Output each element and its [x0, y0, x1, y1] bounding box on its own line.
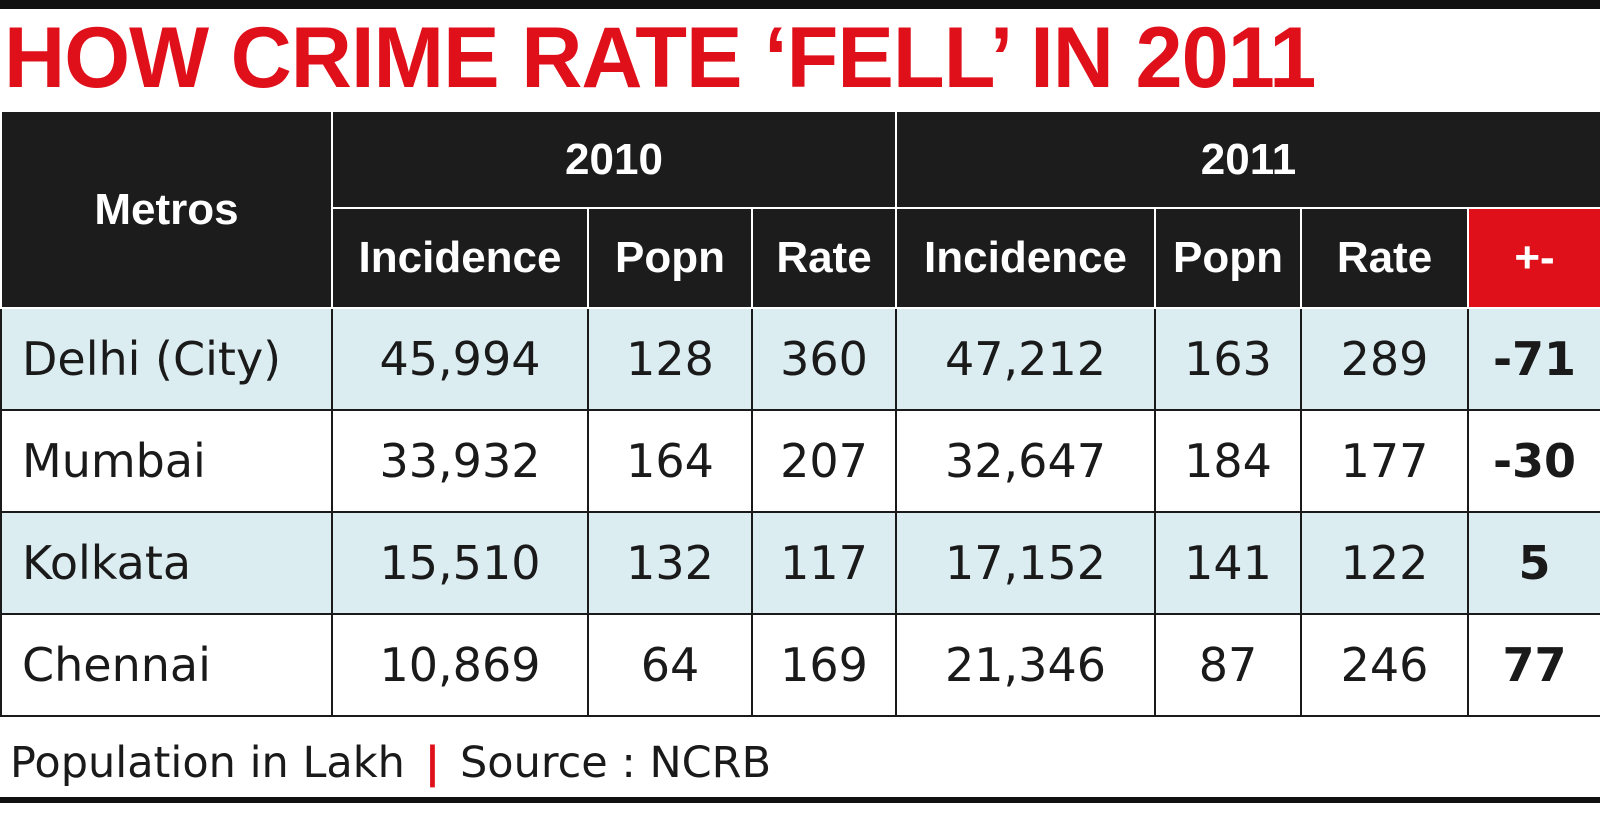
- table-row: Kolkata 15,510 132 117 17,152 141 122 5: [0, 511, 1600, 615]
- rate-2010-cell: 360: [751, 307, 897, 411]
- popn-2010-header: Popn: [587, 207, 753, 309]
- top-rule: [0, 0, 1600, 9]
- crime-rate-table: Metros 2010 2011 Incidence Popn Rate Inc…: [0, 110, 1600, 717]
- rate-2011-cell: 289: [1300, 307, 1469, 411]
- popn-2010-cell: 128: [587, 307, 753, 411]
- metro-cell: Mumbai: [0, 409, 333, 513]
- source-note: Source : NCRB: [459, 738, 772, 788]
- incidence-2010-cell: 33,932: [331, 409, 589, 513]
- popn-2011-header: Popn: [1154, 207, 1302, 309]
- year-header-2010: 2010: [331, 110, 897, 209]
- incidence-2010-cell: 10,869: [331, 613, 589, 717]
- header-row-columns: Incidence Popn Rate Incidence Popn Rate …: [1, 207, 1600, 309]
- rate-2010-cell: 117: [751, 511, 897, 615]
- incidence-2011-cell: 47,212: [895, 307, 1156, 411]
- popn-2010-cell: 64: [587, 613, 753, 717]
- population-unit-note: Population in Lakh: [10, 738, 405, 788]
- crime-rate-table-wrap: Metros 2010 2011 Incidence Popn Rate Inc…: [0, 110, 1600, 717]
- change-header: +-: [1466, 207, 1600, 309]
- year-header-2011: 2011: [894, 110, 1600, 209]
- footnote: Population in Lakh | Source : NCRB: [10, 738, 771, 788]
- incidence-2011-cell: 32,647: [895, 409, 1156, 513]
- chart-title: HOW CRIME RATE ‘FELL’ IN 2011: [4, 10, 1316, 106]
- change-cell: -71: [1466, 307, 1600, 411]
- popn-2011-cell: 163: [1154, 307, 1302, 411]
- rate-2011-cell: 177: [1300, 409, 1469, 513]
- incidence-2010-cell: 15,510: [331, 511, 589, 615]
- incidence-2010-cell: 45,994: [331, 307, 589, 411]
- rate-2011-header: Rate: [1300, 207, 1469, 309]
- rate-2011-cell: 246: [1300, 613, 1469, 717]
- table-row: Chennai 10,869 64 169 21,346 87 246 77: [0, 613, 1600, 717]
- popn-2011-cell: 184: [1154, 409, 1302, 513]
- header-row-years: Metros 2010 2011: [0, 110, 1600, 309]
- incidence-2011-header: Incidence: [895, 207, 1156, 309]
- metro-cell: Kolkata: [0, 511, 333, 615]
- bottom-rule: [0, 797, 1600, 803]
- rate-2010-header: Rate: [751, 207, 897, 309]
- table-body: Delhi (City) 45,994 128 360 47,212 163 2…: [0, 307, 1600, 717]
- rate-2011-cell: 122: [1300, 511, 1469, 615]
- incidence-2011-cell: 17,152: [895, 511, 1156, 615]
- change-cell: -30: [1466, 409, 1600, 513]
- change-cell: 77: [1466, 613, 1600, 717]
- rate-2010-cell: 207: [751, 409, 897, 513]
- popn-2011-cell: 87: [1154, 613, 1302, 717]
- table-header: Metros 2010 2011 Incidence Popn Rate Inc…: [0, 110, 1600, 309]
- change-cell: 5: [1466, 511, 1600, 615]
- table-row: Delhi (City) 45,994 128 360 47,212 163 2…: [0, 307, 1600, 411]
- metro-cell: Delhi (City): [0, 307, 333, 411]
- incidence-2011-cell: 21,346: [895, 613, 1156, 717]
- metros-header: Metros: [0, 110, 333, 309]
- popn-2010-cell: 132: [587, 511, 753, 615]
- table-row: Mumbai 33,932 164 207 32,647 184 177 -30: [0, 409, 1600, 513]
- footnote-separator: |: [424, 738, 441, 788]
- incidence-2010-header: Incidence: [331, 207, 589, 309]
- metro-cell: Chennai: [0, 613, 333, 717]
- rate-2010-cell: 169: [751, 613, 897, 717]
- popn-2011-cell: 141: [1154, 511, 1302, 615]
- popn-2010-cell: 164: [587, 409, 753, 513]
